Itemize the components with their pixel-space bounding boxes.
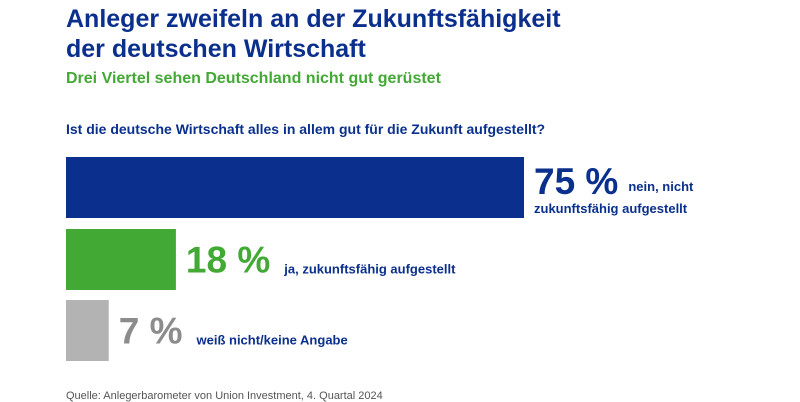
title-line-1: Anleger zweifeln an der Zukunftsfähigkei… [66, 5, 561, 33]
category-label-1-line-2: zukunftsfähig aufgestellt [534, 201, 688, 216]
bar-1 [66, 157, 524, 218]
value-label-2: 18 % [186, 240, 270, 281]
bar-3 [66, 300, 109, 361]
category-label-2: ja, zukunftsfähig aufgestellt [283, 262, 456, 277]
value-label-3: 7 % [119, 311, 183, 352]
source-note: Quelle: Anlegerbarometer von Union Inves… [66, 390, 383, 402]
bar-2 [66, 229, 176, 290]
value-label-1: 75 % [534, 161, 618, 202]
category-label-3: weiß nicht/keine Angabe [196, 333, 348, 348]
survey-question: Ist die deutsche Wirtschaft alles in all… [66, 121, 546, 137]
category-label-1-line-1: nein, nicht [628, 179, 694, 194]
title-line-2: der deutschen Wirtschaft [66, 35, 366, 63]
chart-subtitle: Drei Viertel sehen Deutschland nicht gut… [66, 70, 441, 87]
chart-title: Anleger zweifeln an der Zukunftsfähigkei… [66, 4, 766, 64]
